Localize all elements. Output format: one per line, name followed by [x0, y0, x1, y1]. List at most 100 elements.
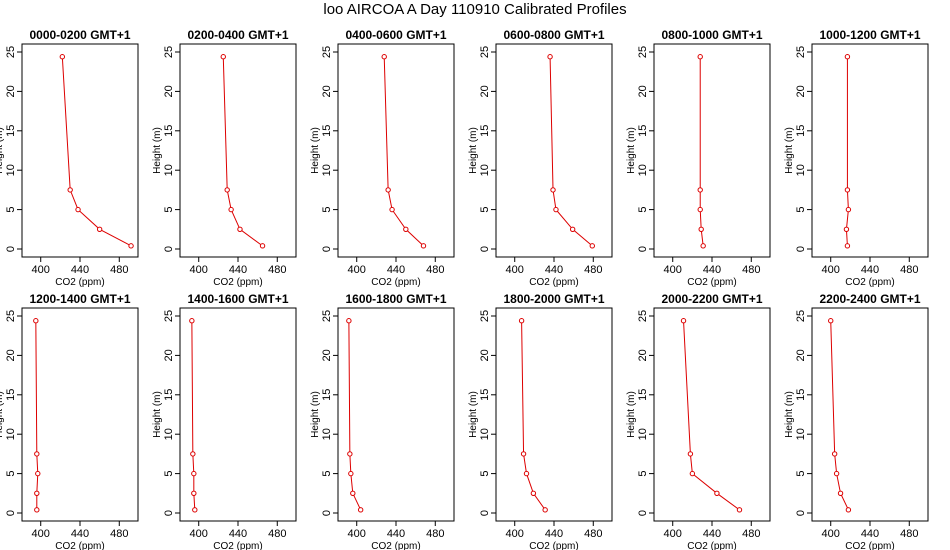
x-axis-label: CO2 (ppm) [845, 541, 894, 550]
data-point [689, 470, 696, 477]
data-point [831, 451, 838, 457]
y-tick-label: 20 [795, 85, 807, 97]
data-point [553, 206, 559, 213]
y-tick-label: 0 [5, 246, 17, 252]
figure-title: loo AIRCOA A Day 110910 Calibrated Profi… [323, 1, 627, 18]
x-tick-label: 440 [71, 264, 89, 276]
x-tick-label: 440 [703, 264, 721, 276]
data-point [700, 243, 706, 249]
data-point [385, 187, 391, 193]
data-point [736, 507, 743, 513]
data-point [190, 451, 196, 457]
data-point [837, 490, 844, 496]
y-axis-label: Height (m) [468, 391, 479, 438]
y-tick-label: 10 [637, 428, 649, 440]
profile-line [348, 320, 362, 511]
x-tick-label: 400 [32, 528, 50, 540]
panel-title: 0400-0600 GMT+1 [345, 28, 446, 42]
panel-1: 0000-0200 GMT+1 0 5 10 15 20 25 Height (m) 400 44… [0, 28, 139, 288]
panel-title: 0000-0200 GMT+1 [29, 28, 130, 42]
y-tick-label: 25 [637, 46, 649, 58]
y-tick-label: 5 [637, 471, 649, 477]
data-point [844, 54, 851, 60]
data-point [348, 470, 354, 477]
y-tick-label: 15 [637, 125, 649, 137]
data-point [520, 451, 527, 457]
y-tick-label: 15 [637, 389, 649, 401]
panel-2: 0200-0400 GMT+1 0 5 10 15 20 25 Height (m) 400 44… [152, 28, 297, 288]
plot-frame [811, 43, 929, 258]
x-tick-label: 480 [584, 264, 602, 276]
x-axis-label: CO2 (ppm) [213, 541, 262, 550]
panel-6: 1000-1200 GMT+1 0 5 10 15 20 25 Height (m) 400 44… [784, 28, 929, 288]
data-point [518, 318, 525, 324]
y-tick-label: 25 [163, 46, 175, 58]
y-tick-label: 10 [321, 164, 333, 176]
x-tick-label: 440 [545, 528, 563, 540]
y-tick-label: 25 [479, 46, 491, 58]
y-axis-label: Height (m) [152, 391, 163, 438]
panel-title: 2000-2200 GMT+1 [661, 292, 762, 306]
y-tick-label: 10 [163, 428, 175, 440]
profile-line [699, 56, 704, 246]
y-tick-label: 20 [5, 85, 17, 97]
x-tick-label: 440 [387, 528, 405, 540]
x-tick-label: 440 [387, 264, 405, 276]
panel-8: 1400-1600 GMT+1 0 5 10 15 20 25 Height (m) 400 44… [152, 292, 297, 550]
data-point [191, 470, 197, 477]
x-tick-label: 400 [32, 264, 50, 276]
y-tick-label: 20 [637, 349, 649, 361]
data-point [224, 187, 230, 193]
profile-line [683, 320, 740, 511]
y-tick-label: 10 [479, 428, 491, 440]
x-axis-label: CO2 (ppm) [529, 277, 578, 288]
data-point [550, 187, 556, 193]
profile-line [35, 320, 39, 510]
x-axis-label: CO2 (ppm) [687, 277, 736, 288]
panel-title: 2200-2400 GMT+1 [819, 292, 920, 306]
y-tick-label: 15 [795, 125, 807, 137]
y-tick-label: 5 [479, 207, 491, 213]
y-axis-label: Height (m) [784, 127, 795, 174]
x-tick-label: 400 [506, 528, 524, 540]
x-tick-label: 440 [229, 528, 247, 540]
y-tick-label: 25 [479, 310, 491, 322]
data-point [697, 206, 703, 213]
panel-title: 1800-2000 GMT+1 [503, 292, 604, 306]
profile-line [191, 320, 196, 510]
panel-title: 0800-1000 GMT+1 [661, 28, 762, 42]
y-tick-label: 0 [321, 246, 333, 252]
y-tick-label: 15 [163, 389, 175, 401]
y-tick-label: 5 [163, 207, 175, 213]
panel-9: 1600-1800 GMT+1 0 5 10 15 20 25 Height (m) 400 44… [310, 292, 455, 550]
data-point [698, 226, 704, 233]
plot-frame [21, 307, 139, 522]
panel-10: 1800-2000 GMT+1 0 5 10 15 20 25 Height (m) 400 44… [468, 292, 613, 550]
data-point [389, 206, 395, 213]
x-axis-label: CO2 (ppm) [371, 541, 420, 550]
y-tick-label: 5 [795, 471, 807, 477]
y-tick-label: 25 [5, 46, 17, 58]
plot-frame [179, 307, 297, 522]
data-point [191, 490, 197, 496]
x-tick-label: 480 [742, 528, 760, 540]
data-point [680, 318, 687, 324]
panel-title: 0600-0800 GMT+1 [503, 28, 604, 42]
x-axis-label: CO2 (ppm) [371, 277, 420, 288]
y-tick-label: 0 [479, 510, 491, 516]
y-tick-label: 10 [479, 164, 491, 176]
y-axis-label: Height (m) [626, 127, 637, 174]
y-tick-label: 5 [163, 471, 175, 477]
data-point [828, 318, 834, 324]
y-axis-label: Height (m) [0, 127, 5, 174]
y-tick-label: 5 [5, 207, 17, 213]
x-tick-label: 400 [822, 264, 840, 276]
y-tick-label: 5 [479, 471, 491, 477]
data-point [547, 54, 553, 60]
x-tick-label: 400 [664, 528, 682, 540]
data-point [33, 318, 39, 324]
panel-4: 0600-0800 GMT+1 0 5 10 15 20 25 Height (m) 400 44… [468, 28, 613, 288]
x-axis-label: CO2 (ppm) [55, 277, 104, 288]
data-point [843, 226, 850, 233]
